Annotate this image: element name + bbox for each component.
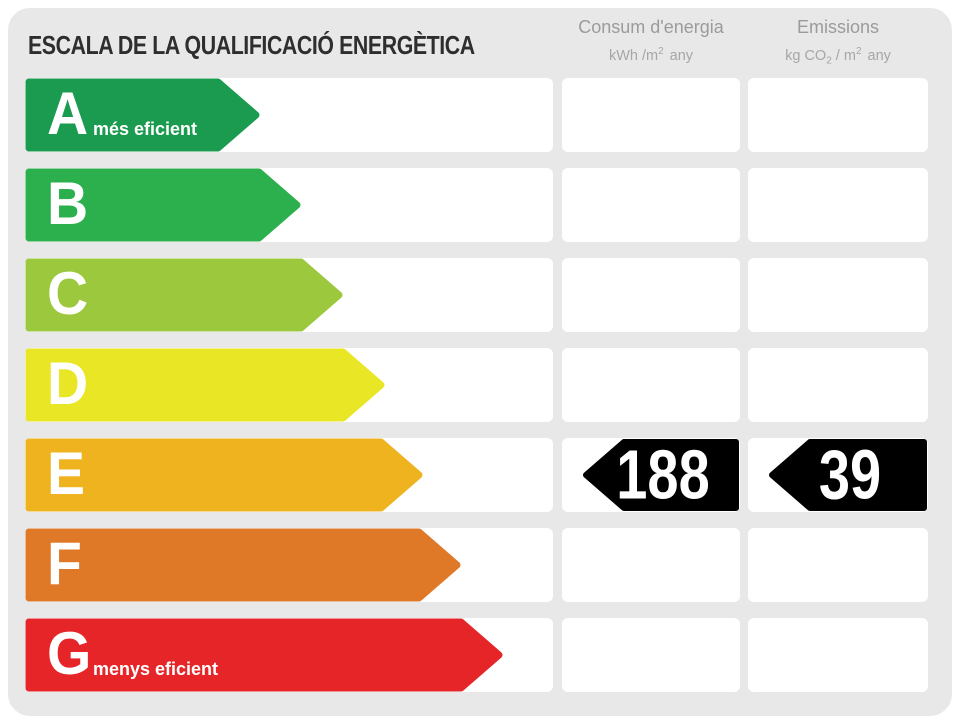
rating-letter-d: D [47, 349, 89, 417]
rating-arrow-a [25, 78, 260, 152]
page-title: ESCALA DE LA QUALIFICACIÓ ENERGÈTICA [28, 30, 475, 60]
energy-scale-card: ESCALA DE LA QUALIFICACIÓ ENERGÈTICA Con… [8, 8, 952, 716]
emissions-cell-g [748, 618, 928, 692]
rating-letter-e: E [47, 439, 86, 507]
rating-row-a-scale: A més eficient [25, 78, 553, 152]
emissions-cell-a [748, 78, 928, 152]
consumption-header-label: Consum d'energia [578, 17, 724, 37]
rating-row-e-scale: E [25, 438, 553, 512]
emissions-cell-c [748, 258, 928, 332]
rating-letter-f: F [47, 529, 82, 597]
emissions-cell-f [748, 528, 928, 602]
rating-arrow-f [25, 528, 461, 602]
emissions-header-units: kg CO2 / m2 any [785, 45, 891, 67]
rating-annotation-a: més eficient [93, 119, 198, 139]
rating-arrow-c [25, 258, 343, 332]
rating-row-c-scale: C [25, 258, 553, 332]
consumption-cell-g [562, 618, 740, 692]
consumption-cell-e: 188 [562, 438, 740, 512]
rating-annotation-g: menys eficient [93, 659, 219, 679]
emissions-column-header: Emissions kg CO2 / m2 any [748, 17, 928, 67]
consumption-value: 188 [616, 435, 710, 514]
emissions-value-arrow-icon [769, 439, 927, 511]
consumption-value-arrow-icon [583, 439, 739, 511]
rating-arrow-d [25, 348, 385, 422]
consumption-cell-b [562, 168, 740, 242]
consumption-cell-a [562, 78, 740, 152]
rating-letter-c: C [47, 259, 89, 327]
consumption-column-header: Consum d'energia kWh /m2 any [562, 17, 740, 64]
consumption-cell-c [562, 258, 740, 332]
consumption-header-units: kWh /m2 any [608, 45, 694, 64]
rating-row-f-scale: F [25, 528, 553, 602]
rating-letter-a: A [47, 79, 89, 147]
consumption-cell-d [562, 348, 740, 422]
rating-row-b-scale: B [25, 168, 553, 242]
rating-arrow-b [25, 168, 301, 242]
emissions-header-label: Emissions [796, 17, 880, 37]
rating-row-d-scale: D [25, 348, 553, 422]
emissions-value: 39 [818, 435, 882, 514]
rating-letter-b: B [47, 169, 89, 237]
emissions-cell-b [748, 168, 928, 242]
rating-letter-g: G [47, 619, 92, 687]
rating-arrow-e [25, 438, 423, 512]
emissions-cell-d [748, 348, 928, 422]
rating-arrow-g [25, 618, 503, 692]
rating-row-g-scale: G menys eficient [25, 618, 553, 692]
emissions-cell-e: 39 [748, 438, 928, 512]
consumption-cell-f [562, 528, 740, 602]
